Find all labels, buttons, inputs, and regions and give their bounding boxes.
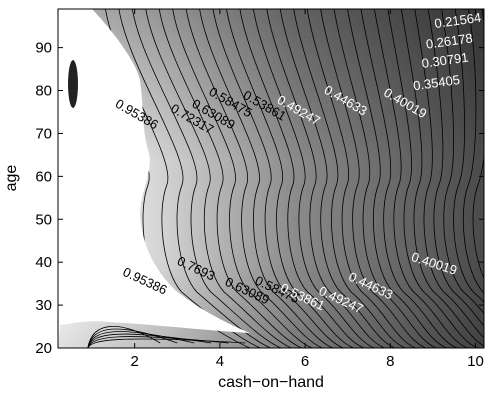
contour-line bbox=[212, 9, 344, 348]
y-tick-label: 30 bbox=[35, 297, 52, 314]
y-axis-ticks: 20 30 40 50 60 70 80 90 bbox=[35, 40, 484, 357]
contour-label: 0.30791 bbox=[421, 50, 470, 71]
contour-line bbox=[320, 9, 427, 348]
contour-line bbox=[400, 9, 484, 347]
contour-line bbox=[453, 9, 484, 303]
contour-lines bbox=[87, 9, 484, 348]
contour-line bbox=[266, 9, 385, 348]
x-tick-label: 4 bbox=[216, 353, 224, 370]
contour-line bbox=[360, 9, 458, 348]
y-tick-label: 20 bbox=[35, 340, 52, 357]
y-tick-label: 50 bbox=[35, 211, 52, 228]
contour-line bbox=[374, 9, 468, 348]
y-axis-label: age bbox=[3, 165, 20, 192]
contour-line bbox=[333, 9, 437, 348]
contour-line bbox=[158, 9, 302, 348]
contour-label: 0.26178 bbox=[425, 30, 474, 51]
x-tick-label: 8 bbox=[386, 353, 394, 370]
contour-label: 0.21564 bbox=[433, 10, 482, 31]
contour-line bbox=[87, 338, 246, 348]
x-tick-label: 6 bbox=[301, 353, 309, 370]
contour-line bbox=[226, 9, 354, 348]
contour-line bbox=[293, 9, 406, 348]
contour-line bbox=[427, 9, 484, 327]
contour-line bbox=[199, 9, 333, 348]
contour-line bbox=[472, 9, 484, 279]
contour-line bbox=[441, 9, 484, 315]
y-tick-label: 70 bbox=[35, 125, 52, 142]
contour-line bbox=[414, 9, 484, 339]
contour-line bbox=[131, 9, 282, 348]
x-tick-label: 2 bbox=[131, 353, 139, 370]
y-tick-label: 80 bbox=[35, 83, 52, 100]
contour-line bbox=[387, 9, 478, 348]
contour-line bbox=[347, 9, 447, 348]
contour-line bbox=[87, 336, 229, 348]
contour-line bbox=[172, 9, 313, 348]
contour-line bbox=[145, 9, 292, 348]
x-axis-label: cash−on−hand bbox=[218, 374, 324, 391]
contour-line bbox=[118, 9, 271, 348]
dark-blob bbox=[68, 60, 78, 108]
plot-area bbox=[58, 9, 484, 348]
axes-frame bbox=[57, 8, 485, 349]
y-tick-label: 90 bbox=[35, 40, 52, 57]
contour-line bbox=[279, 9, 395, 348]
contour-line bbox=[462, 9, 484, 294]
contour-line bbox=[306, 9, 416, 348]
y-tick-label: 60 bbox=[35, 168, 52, 185]
contour-line bbox=[239, 9, 364, 348]
y-tick-label: 40 bbox=[35, 254, 52, 271]
contour-line bbox=[252, 9, 375, 348]
contour-line bbox=[185, 9, 323, 348]
x-axis-ticks: 2 4 6 8 10 bbox=[131, 9, 484, 370]
white-region bbox=[58, 9, 250, 348]
contour-label: 0.35405 bbox=[412, 72, 461, 93]
x-tick-label: 10 bbox=[467, 353, 484, 370]
